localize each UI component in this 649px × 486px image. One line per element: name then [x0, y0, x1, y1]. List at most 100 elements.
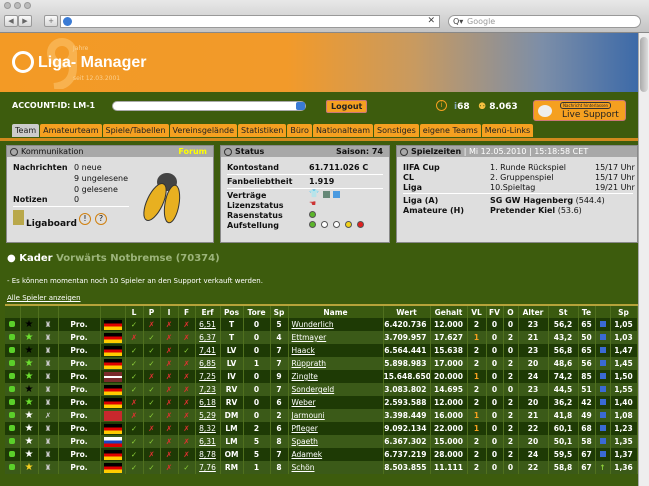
column-header[interactable]	[20, 305, 39, 318]
tab-team[interactable]: Team	[12, 124, 40, 137]
logo-title[interactable]: Liga- Manager	[38, 54, 147, 71]
tab-statistiken[interactable]: Statistiken	[238, 124, 287, 137]
column-header[interactable]: Tore	[243, 305, 271, 318]
erf[interactable]: 6,37	[195, 331, 221, 344]
column-header[interactable]: Erf	[195, 305, 221, 318]
url-field[interactable]: ✕	[60, 15, 440, 28]
erf[interactable]: 6,51	[195, 318, 221, 331]
star-icon[interactable]: ★	[20, 448, 39, 461]
player-name-link[interactable]: Weber	[288, 396, 384, 409]
table-row[interactable]: ★ ♜ Pro. ✓ ✓ ✗ ✓ 7,41 LV 0 7 Haack 6.564.441 15.638 2 0…	[5, 344, 638, 357]
star-icon[interactable]: ★	[20, 383, 39, 396]
live-support-button[interactable]: Nachricht hinterlassen Live Support	[533, 100, 626, 121]
column-header[interactable]	[58, 305, 101, 318]
table-row[interactable]: ★ ♜ Pro. ✗ ✓ ✗ ✗ 6,37 T 0 4 Ettmayer 3.709.957 17.627…	[5, 331, 638, 344]
player-name-link[interactable]: Pfleger	[288, 422, 384, 435]
player-name-link[interactable]: Haack	[288, 344, 384, 357]
trophy-icon[interactable]: ♜	[38, 383, 59, 396]
trophy-icon[interactable]: ♜	[38, 357, 59, 370]
column-header[interactable]: St	[548, 305, 579, 318]
shirt-icon[interactable]: 👕	[309, 189, 319, 198]
player-name-link[interactable]: Rüpprath	[288, 357, 384, 370]
erf[interactable]: 7,41	[195, 344, 221, 357]
table-row[interactable]: ★ ♜ Pro. ✓ ✗ ✗ ✗ 8,32 LM 2 6 Pfleger 9.092.134 22.000…	[5, 422, 638, 435]
column-header[interactable]: Pos	[220, 305, 244, 318]
column-header[interactable]	[38, 305, 59, 318]
clear-icon[interactable]: ✕	[427, 16, 435, 26]
alert-icon[interactable]: !	[79, 213, 91, 225]
trophy-icon[interactable]: ♜	[38, 331, 59, 344]
player-name-link[interactable]: Ettmayer	[288, 331, 384, 344]
column-header[interactable]: O	[503, 305, 519, 318]
tab-spieletabellen[interactable]: Spiele/Tabellen	[102, 124, 169, 137]
column-header[interactable]: FV	[486, 305, 504, 318]
back-button[interactable]: ◀	[4, 15, 18, 27]
contract-icon[interactable]	[323, 191, 330, 198]
player-name-link[interactable]: Spaeth	[288, 435, 384, 448]
tab-vereinsgelände[interactable]: Vereinsgelände	[169, 124, 238, 137]
star-icon[interactable]: ★	[20, 331, 39, 344]
star-icon[interactable]: ★	[20, 409, 39, 422]
column-header[interactable]: Te	[578, 305, 596, 318]
player-name-link[interactable]: Jarmouni	[288, 409, 384, 422]
column-header[interactable]: VL	[467, 305, 487, 318]
neue-link[interactable]: 0 neue	[74, 163, 102, 172]
table-row[interactable]: ★ ♜ Pro. ✓ ✗ ✗ ✗ 7,25 IV 0 9 Zinglte 15.648.650 20.00…	[5, 370, 638, 383]
player-name-link[interactable]: Adamek	[288, 448, 384, 461]
star-icon[interactable]: ★	[20, 435, 39, 448]
column-header[interactable]	[5, 305, 21, 318]
tab-eigeneteams[interactable]: eigene Teams	[419, 124, 481, 137]
table-row[interactable]: ★ ♜ Pro. ✓ ✗ ✗ ✗ 8,78 OM 5 7 Adamek 6.737.219 28.000 2…	[5, 448, 638, 461]
table-row[interactable]: ★ ♜ Pro. ✓ ✗ ✗ ✗ 6,51 T 0 5 Wunderlich 6.420.736 12.0…	[5, 318, 638, 331]
column-header[interactable]: P	[143, 305, 161, 318]
window-controls[interactable]	[4, 2, 31, 9]
trophy-icon[interactable]: ♜	[38, 370, 59, 383]
show-all-players-link[interactable]: Alle Spieler anzeigen	[7, 294, 81, 302]
column-header[interactable]: Name	[288, 305, 384, 318]
forward-button[interactable]: ▶	[18, 15, 32, 27]
star-icon[interactable]: ★	[20, 422, 39, 435]
column-header[interactable]: Sp	[610, 305, 638, 318]
trophy-icon[interactable]: ♜	[38, 344, 59, 357]
table-row[interactable]: ★ ♜ Pro. ✓ ✓ ✗ ✗ 6,85 LV 1 7 Rüpprath 5.898.983 17.00…	[5, 357, 638, 370]
info-icon[interactable]: i	[436, 100, 447, 111]
hand-icon[interactable]: ☚	[309, 199, 317, 208]
column-header[interactable]: F	[178, 305, 196, 318]
tab-büro[interactable]: Büro	[287, 124, 312, 137]
table-row[interactable]: ★ ♜ Pro. ✗ ✓ ✗ ✗ 6,18 RV 0 6 Weber 2.593.588 12.000 2 0…	[5, 396, 638, 409]
help-icon[interactable]: ?	[95, 213, 107, 225]
tv-icon[interactable]	[333, 191, 340, 198]
tab-amateurteam[interactable]: Amateurteam	[40, 124, 102, 137]
trophy-icon[interactable]: ♜	[38, 318, 59, 331]
tab-menülinks[interactable]: Menü-Links	[481, 124, 534, 137]
tab-nationalteam[interactable]: Nationalteam	[312, 124, 374, 137]
table-row[interactable]: ★ ♜ Pro. ✓ ✓ ✗ ✓ 7,76 RM 1 8 Schön 8.503.855 11.111 2 0…	[5, 461, 638, 474]
column-header[interactable]: Sp	[270, 305, 289, 318]
column-header[interactable]: Wert	[383, 305, 431, 318]
star-icon[interactable]: ★	[20, 396, 39, 409]
table-row[interactable]: ★ ♜ Pro. ✓ ✓ ✗ ✗ 7,23 RV 0 7 Sondergeld 3.083.802 14.…	[5, 383, 638, 396]
erf[interactable]: 6,31	[195, 435, 221, 448]
player-name-link[interactable]: Schön	[288, 461, 384, 474]
trophy-icon[interactable]: ♜	[38, 448, 59, 461]
column-header[interactable]: I	[160, 305, 179, 318]
trophy-icon[interactable]: ♜	[38, 461, 59, 474]
erf[interactable]: 6,18	[195, 396, 221, 409]
account-select[interactable]	[112, 101, 306, 111]
notizen-link[interactable]: 0	[74, 195, 80, 204]
ligaboard-link[interactable]: Ligaboard	[26, 219, 77, 229]
ungelesene-link[interactable]: 9 ungelesene	[74, 174, 128, 183]
erf[interactable]: 7,76	[195, 461, 221, 474]
star-icon[interactable]: ★	[20, 461, 39, 474]
star-icon[interactable]: ★	[20, 370, 39, 383]
logout-button[interactable]: Logout	[326, 100, 368, 113]
amateure-opponent[interactable]: Pretender Kiel	[490, 206, 556, 215]
erf[interactable]: 6,85	[195, 357, 221, 370]
column-header[interactable]: Gehalt	[430, 305, 468, 318]
tab-sonstiges[interactable]: Sonstiges	[374, 124, 419, 137]
ligaboard-icon[interactable]	[13, 210, 24, 225]
forum-link[interactable]: Forum	[178, 147, 207, 156]
trophy-icon[interactable]: ♜	[38, 396, 59, 409]
erf[interactable]: 8,32	[195, 422, 221, 435]
column-header[interactable]	[100, 305, 126, 318]
